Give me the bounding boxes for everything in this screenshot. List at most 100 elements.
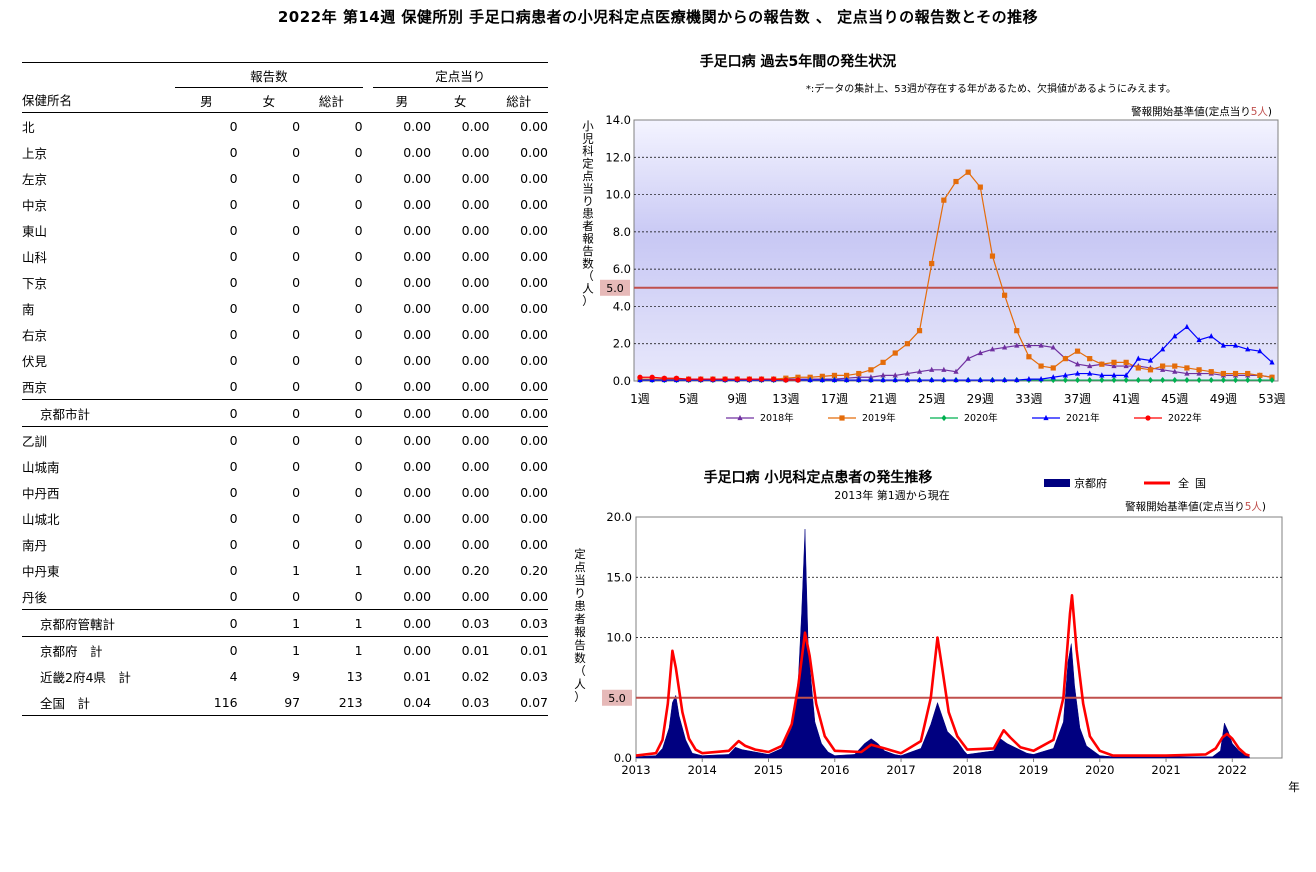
cell-total: 0 <box>354 170 363 186</box>
cell-rate-male: 0.00 <box>403 300 432 316</box>
chart1-y-tick: 10.0 <box>605 188 631 202</box>
chart1-point <box>1232 370 1239 377</box>
chart1-legend-label: 2021年 <box>1066 412 1100 424</box>
cell-rate-total: 0.00 <box>489 426 548 453</box>
cell-rate-total: 0.00 <box>520 588 548 604</box>
row-name: 西京 <box>22 379 48 395</box>
cell-male: 0 <box>229 300 238 316</box>
cell-male: 0 <box>229 170 238 186</box>
cell-total: 0 <box>354 118 363 134</box>
chart1-threshold-label: 警報開始基準値(定点当り5人) <box>1131 105 1272 118</box>
chart1-x-tick: 5週 <box>679 392 699 406</box>
cell-rate-female: 0.00 <box>461 378 490 394</box>
chart1-point <box>892 350 898 356</box>
cell-rate-total: 0.03 <box>520 668 548 684</box>
col-name-header: 保健所名 <box>22 93 73 109</box>
chart1-point <box>1147 367 1154 373</box>
cell-female: 0 <box>292 484 301 500</box>
chart2-threshold-badge <box>602 689 632 706</box>
cell-male: 0 <box>175 426 238 453</box>
cell-total: 0 <box>354 484 363 500</box>
table-row: 左京 0 0 0 0.00 0.00 0.00 <box>22 165 548 191</box>
chart1-point <box>844 376 850 383</box>
cell-rate-total: 0.00 <box>520 196 548 212</box>
cell-rate-male: 0.00 <box>403 118 432 134</box>
chart1-point <box>1220 376 1226 384</box>
cell-rate-female: 0.00 <box>461 458 490 474</box>
chart1-point <box>1111 362 1117 369</box>
chart1-point <box>953 178 959 185</box>
cell-rate-total: 0.00 <box>520 248 548 264</box>
chart2-x-tick: 2016 <box>820 763 849 777</box>
cell-rate-total: 0.00 <box>520 170 548 186</box>
chart1-x-tick: 1週 <box>630 392 650 406</box>
chart2-x-tick: 2019 <box>1019 763 1048 777</box>
chart1-point <box>868 376 874 383</box>
table-row: 全国 計 116 97 213 0.04 0.03 0.07 <box>22 689 548 716</box>
chart1-point <box>710 376 716 382</box>
cell-female: 0 <box>292 144 301 160</box>
chart1-point <box>1087 376 1093 384</box>
cell-female: 0 <box>292 118 301 134</box>
cell-male: 0 <box>229 536 238 552</box>
chart1-point <box>783 377 789 383</box>
chart1-y-tick: 4.0 <box>613 299 631 313</box>
chart1-point <box>734 376 740 382</box>
cell-rate-female: 0.00 <box>461 144 490 160</box>
chart1-point <box>1123 362 1129 369</box>
chart-five-year-svg: 手足口病 過去5年間の発生状況 *:データの集計上、53週が存在する年があるため、… <box>582 53 1285 424</box>
cell-male: 4 <box>229 668 238 684</box>
chart1-x-tick: 37週 <box>1064 392 1091 406</box>
cell-rate-male: 0.00 <box>403 274 432 290</box>
report-table: 報告数 定点当り 保健所名 男 女 総計 男 女 総計 北 0 0 0 0.00 0.00… <box>22 62 548 716</box>
cell-total: 0 <box>354 510 363 526</box>
cell-rate-total: 0.03 <box>489 609 548 637</box>
chart1-point <box>1135 355 1141 361</box>
chart1-point <box>953 376 959 383</box>
header-rate: 定点当り <box>372 62 548 88</box>
chart1-point <box>1269 359 1275 365</box>
cell-rate-female: 0.00 <box>461 222 490 238</box>
cell-female: 0 <box>292 248 301 264</box>
cell-male: 0 <box>229 248 238 264</box>
chart1-legend-label: 2019年 <box>862 412 896 424</box>
cell-rate-female: 0.00 <box>461 510 490 526</box>
chart1-point <box>965 355 971 361</box>
chart2-line-national <box>635 594 1250 757</box>
chart1-point <box>722 376 728 382</box>
chart2-y-tick: 0.0 <box>614 751 632 765</box>
chart1-x-tick: 9週 <box>727 392 747 406</box>
cell-rate-female: 0.00 <box>461 118 490 134</box>
cell-total: 0 <box>354 588 363 604</box>
row-name: 京都市計 <box>22 399 176 427</box>
cell-female: 1 <box>237 636 301 663</box>
chart2-subtitle: 2013年 第1週から現在 <box>834 488 950 502</box>
chart2-x-tick: 2014 <box>688 763 717 777</box>
chart1-point <box>880 376 886 383</box>
table-row: 中丹東 0 1 1 0.00 0.20 0.20 <box>22 557 548 583</box>
cell-total: 0 <box>354 536 363 552</box>
chart1-point <box>977 184 983 190</box>
chart1-point <box>1196 336 1202 343</box>
chart1-point <box>1245 370 1251 377</box>
row-name: 近畿2府4県 計 <box>40 669 131 685</box>
chart1-point <box>1147 357 1154 363</box>
chart1-point <box>831 372 838 379</box>
report-table-wrap: 報告数 定点当り 保健所名 男 女 総計 男 女 総計 北 0 0 0 0.00 0.00… <box>22 62 548 716</box>
cell-rate-female: 0.00 <box>431 426 490 453</box>
row-name: 丹後 <box>22 589 48 605</box>
cell-total: 0 <box>354 300 363 316</box>
chart1-point <box>831 376 838 383</box>
cell-rate-total: 0.00 <box>520 300 548 316</box>
cell-rate-female: 0.00 <box>431 399 490 427</box>
chart1-point <box>941 376 947 383</box>
cell-male: 0 <box>229 222 238 238</box>
chart-trend-svg: 手足口病 小児科定点患者の発生推移 2013年 第1週から現在 京都府 全国警報開始基… <box>574 469 1300 794</box>
chart1-point <box>1050 344 1056 350</box>
chart1-point <box>953 368 959 374</box>
chart-trend: 手足口病 小児科定点患者の発生推移 2013年 第1週から現在 京都府 全国 警報開始基… <box>566 462 1306 802</box>
chart1-point <box>989 253 996 259</box>
chart1-point <box>661 375 667 381</box>
chart1-point <box>1050 376 1056 384</box>
chart1-point <box>1074 361 1081 367</box>
